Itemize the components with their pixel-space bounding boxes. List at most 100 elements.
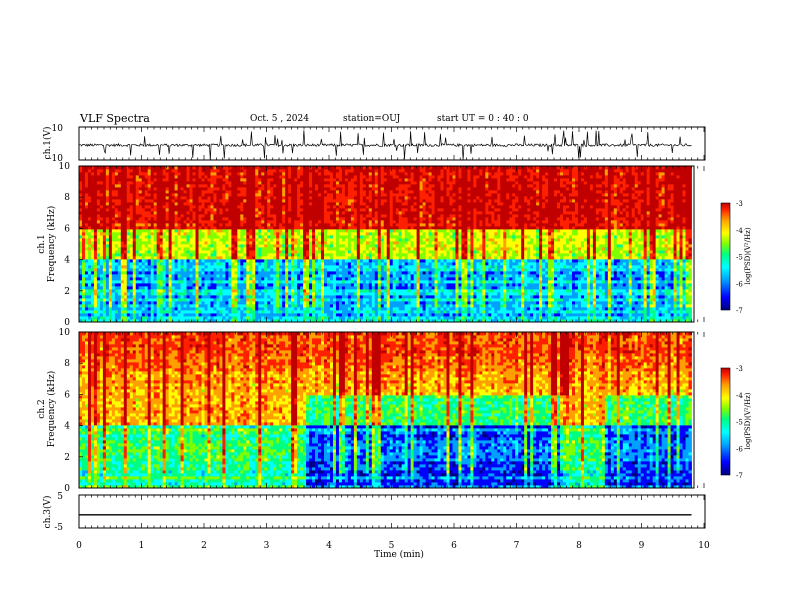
spectrogram-cell [228, 172, 232, 176]
spectrogram-cell [183, 175, 187, 179]
spectrogram-cell [255, 307, 259, 311]
spectrogram-cell [141, 298, 146, 302]
spectrogram-cell [213, 193, 217, 197]
spectrogram-cell [138, 271, 143, 275]
spectrogram-cell [117, 202, 122, 206]
spectrogram-cell [138, 259, 143, 263]
spectrogram-cell [132, 295, 137, 299]
spectrogram-cell [126, 172, 131, 176]
spectrogram-cell [234, 253, 238, 257]
spectrogram-cell [105, 226, 110, 230]
spectrogram-cell [326, 262, 331, 266]
spectrogram-cell [306, 319, 310, 323]
spectrogram-cell [210, 268, 214, 272]
spectrogram-cell [216, 205, 220, 209]
spectrogram-cell [93, 289, 98, 293]
spectrogram-cell [234, 235, 238, 239]
spectrogram-cell [279, 166, 283, 170]
spectrogram-cell [231, 190, 235, 194]
spectrogram-cell [177, 208, 181, 212]
spectrogram-cell [228, 274, 232, 278]
spectrogram-cell [332, 304, 337, 308]
spectrogram-cell [306, 238, 310, 242]
spectrogram-cell [255, 196, 259, 200]
spectrogram-cell [204, 232, 208, 236]
spectrogram-cell [96, 319, 101, 323]
spectrogram-cell [156, 223, 161, 227]
spectrogram-cell [126, 256, 131, 260]
spectrogram-cell [288, 223, 292, 227]
spectrogram-cell [273, 235, 277, 239]
spectrogram-cell [123, 241, 128, 245]
spectrogram-cell [300, 226, 304, 230]
spectrogram-cell [87, 202, 92, 206]
spectrogram-cell [147, 298, 152, 302]
spectrogram-cell [309, 283, 313, 287]
spectrogram-cell [297, 229, 301, 233]
spectrogram-cell [156, 253, 161, 257]
spectrogram-cell [246, 304, 250, 308]
spectrogram-cell [135, 229, 140, 233]
spectrogram-cell [285, 208, 289, 212]
spectrogram-cell [87, 238, 92, 242]
spectrogram-cell [261, 265, 265, 269]
spectrogram-cell [324, 274, 328, 278]
spectrogram-cell [282, 274, 286, 278]
spectrogram-cell [255, 304, 259, 308]
spectrogram-cell [117, 307, 122, 311]
spectrogram-cell [294, 172, 298, 176]
spectrogram-cell [225, 196, 229, 200]
spectrogram-cell [309, 310, 313, 314]
spectrogram-cell [332, 280, 337, 284]
spectrogram-cell [347, 190, 352, 194]
spectrogram-cell [192, 238, 196, 242]
spectrogram-cell [171, 304, 176, 308]
spectrogram-cell [240, 292, 244, 296]
spectrogram-cell [213, 226, 217, 230]
spectrogram-cell [201, 190, 205, 194]
spectrogram-cell [240, 214, 244, 218]
spectrogram-cell [285, 196, 289, 200]
spectrogram-cell [138, 196, 143, 200]
spectrogram-cell [93, 271, 98, 275]
spectrogram-cell [198, 172, 202, 176]
spectrogram-cell [210, 280, 214, 284]
spectrogram-cell [81, 175, 86, 179]
spectrogram-cell [234, 181, 238, 185]
spectrogram-cell [87, 172, 92, 176]
spectrogram-cell [96, 226, 101, 230]
spectrogram-cell [347, 271, 352, 275]
spectrogram-cell [111, 208, 116, 212]
spectrogram-cell [79, 232, 83, 236]
spectrogram-cell [216, 238, 220, 242]
spectrogram-cell [273, 304, 277, 308]
spectrogram-cell [216, 289, 220, 293]
spectrogram-cell [216, 283, 220, 287]
spectrogram-cell [219, 304, 223, 308]
spectrogram-cell [174, 271, 178, 275]
spectrogram-cell [126, 211, 131, 215]
spectrogram-cell [207, 232, 211, 236]
spectrogram-cell [129, 298, 134, 302]
spectrogram-cell [318, 277, 322, 281]
spectrogram-cell [312, 307, 316, 311]
spectrogram-cell [159, 199, 164, 203]
spectrogram-cell [282, 232, 286, 236]
spectrogram-cell [231, 196, 235, 200]
ch1-ytick-bottom: -10 [49, 154, 64, 164]
spectrogram-cell [216, 190, 220, 194]
spectrogram-cell [117, 226, 122, 230]
spectrogram-cell [147, 193, 152, 197]
spectrogram-cell [210, 274, 214, 278]
spectrogram-cell [312, 295, 316, 299]
spectrogram-cell [258, 250, 262, 254]
spectrogram-cell [123, 178, 128, 182]
spectrogram-cell [144, 199, 149, 203]
spectrogram-cell [117, 211, 122, 215]
spectrogram-cell [261, 310, 265, 314]
spectrogram-cell [120, 175, 125, 179]
spectrogram-cell [123, 271, 128, 275]
spectrogram-cell [318, 172, 322, 176]
spectrogram-cell [102, 166, 107, 170]
spectrogram-cell [132, 172, 137, 176]
